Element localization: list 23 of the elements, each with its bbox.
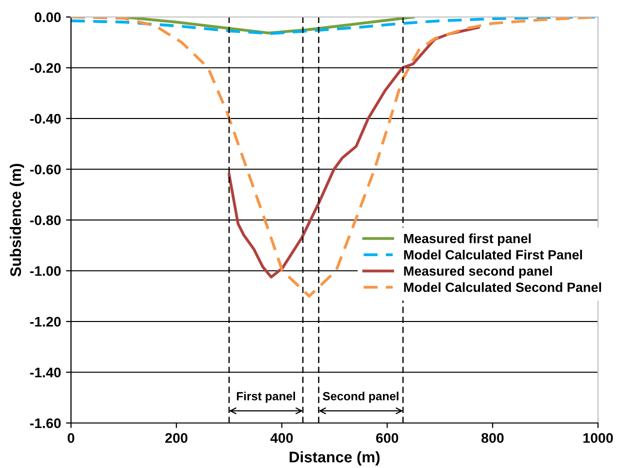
y-tick-label: -1.40 [30,368,61,378]
x-tick-label: 1000 [583,433,613,443]
x-tick-label: 0 [68,433,74,443]
y-tick-label: -1.20 [30,316,61,327]
y-tick-label: -1.60 [30,418,61,428]
y-tick-label: -0.80 [30,215,61,226]
x-tick-label: 200 [165,433,188,443]
y-tick-label: -0.40 [30,114,61,124]
annotation: First panel [236,392,296,403]
x-tick-label: 800 [481,433,504,443]
legend-label: Model Calculated First Panel [404,250,582,260]
y-tick-label: -1.00 [30,266,61,276]
x-tick-label: 600 [376,433,398,443]
x-axis-title: Distance (m) [290,451,380,466]
y-tick-label: -0.20 [30,63,61,73]
x-tick-label: 400 [270,433,293,443]
y-tick-label: 0.00 [34,12,61,22]
y-tick-label: -0.60 [30,164,61,174]
y-axis-title: Subsidence (m) [10,164,24,276]
legend-label: Measured first panel [404,234,531,246]
annotation: Second panel [322,392,398,403]
legend-label: Measured second panel [404,266,552,278]
legend-label: Model Calculated Second Panel [404,282,602,292]
